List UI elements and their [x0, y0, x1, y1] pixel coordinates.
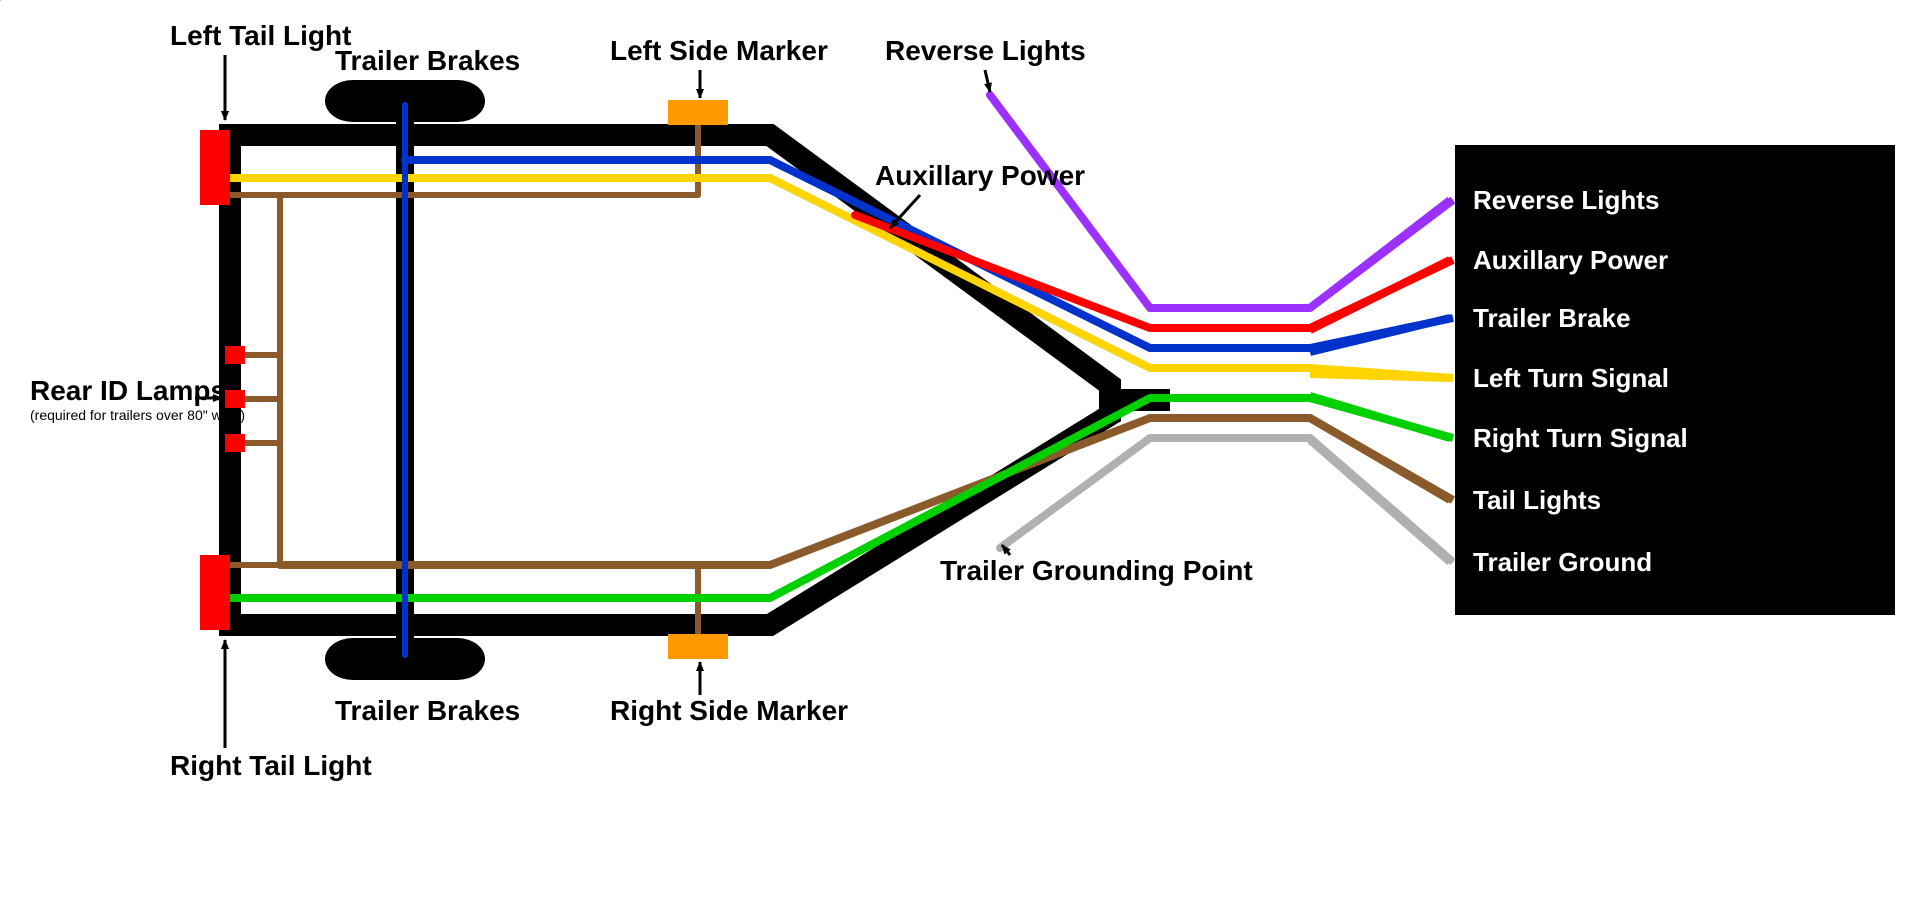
svg-text:Right Side Marker: Right Side Marker [610, 695, 848, 726]
left-side-marker [668, 100, 728, 125]
right-tail-light [200, 555, 230, 630]
rear-id-lamp [225, 434, 245, 452]
svg-text:Left Side Marker: Left Side Marker [610, 35, 828, 66]
svg-text:Right Turn Signal: Right Turn Signal [1473, 423, 1688, 453]
svg-text:Trailer Grounding Point: Trailer Grounding Point [940, 555, 1253, 586]
right-side-marker [668, 634, 728, 659]
svg-text:Trailer Ground: Trailer Ground [1473, 547, 1652, 577]
rear-id-lamp [225, 390, 245, 408]
svg-text:Reverse Lights: Reverse Lights [1473, 185, 1659, 215]
svg-text:Trailer Brakes: Trailer Brakes [335, 45, 520, 76]
svg-text:Left Tail Light: Left Tail Light [170, 20, 351, 51]
wire-yellow [225, 178, 1310, 368]
svg-text:Reverse Lights: Reverse Lights [885, 35, 1086, 66]
svg-text:Tail Lights: Tail Lights [1473, 485, 1601, 515]
svg-text:Left Turn Signal: Left Turn Signal [1473, 363, 1669, 393]
left-tail-light [200, 130, 230, 205]
wire-purple [990, 95, 1310, 308]
trailer-frame [230, 135, 1110, 625]
svg-text:Trailer Brake: Trailer Brake [1473, 303, 1631, 333]
svg-text:Trailer Brakes: Trailer Brakes [335, 695, 520, 726]
svg-text:Rear ID Lamps: Rear ID Lamps [30, 375, 226, 406]
svg-text:Auxillary Power: Auxillary Power [1473, 245, 1668, 275]
svg-text:Auxillary Power: Auxillary Power [875, 160, 1085, 191]
callout-arrow [985, 70, 990, 92]
svg-text:(required for trailers over 80: (required for trailers over 80" wide) [30, 407, 245, 423]
svg-text:Right Tail Light: Right Tail Light [170, 750, 372, 781]
rear-id-lamp [225, 346, 245, 364]
